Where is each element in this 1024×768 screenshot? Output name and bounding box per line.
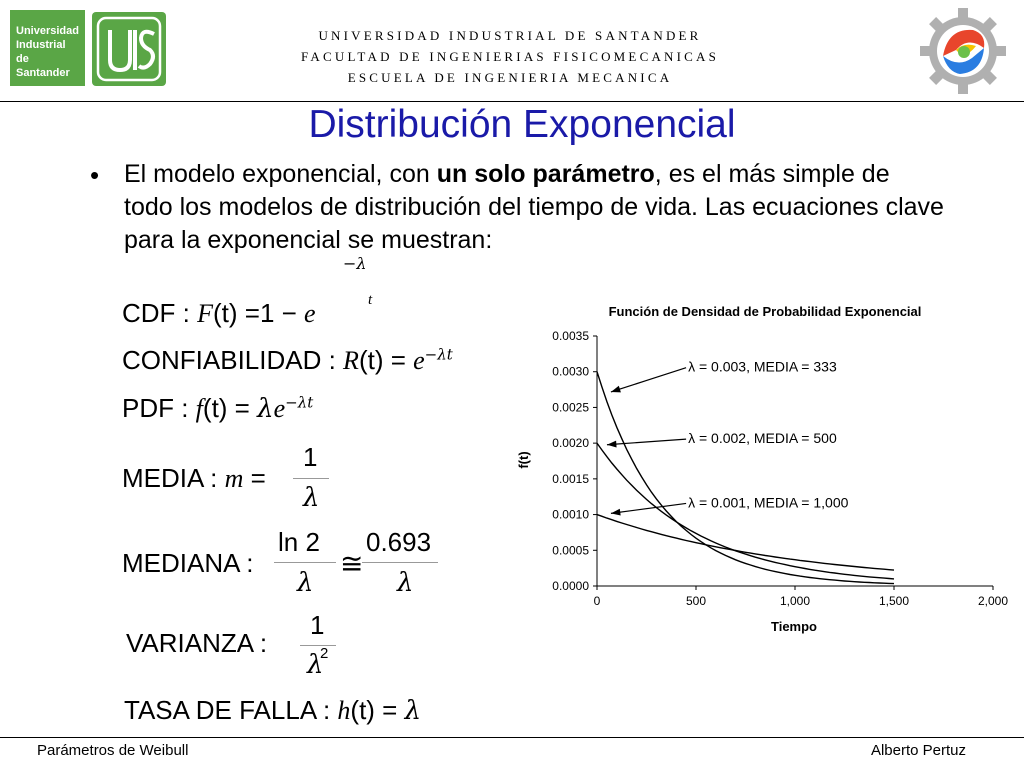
logo-line-1: Universidad bbox=[16, 25, 79, 37]
logo-line-3: Santander bbox=[16, 67, 70, 79]
mean-numerator: 1 bbox=[303, 442, 318, 472]
pdf-label: PDF : bbox=[122, 393, 196, 423]
hazard-equation: TASA DE FALLA : h(t) = λ bbox=[124, 695, 421, 726]
y-tick-label: 0.0030 bbox=[552, 365, 589, 379]
reliability-eq: = bbox=[383, 345, 414, 375]
reliability-arg: (t) bbox=[358, 345, 384, 375]
mean-denominator: λ bbox=[303, 483, 320, 513]
cdf-label: CDF : bbox=[122, 298, 198, 328]
cdf-rhs: =1 − bbox=[237, 298, 305, 328]
hazard-rhs: λ bbox=[404, 696, 422, 726]
y-tick-label: 0.0035 bbox=[552, 329, 589, 343]
cdf-exponent-top: −λ bbox=[343, 254, 367, 273]
x-tick-label: 500 bbox=[686, 594, 706, 608]
mean-label: MEDIA : bbox=[122, 463, 225, 493]
cdf-func: F bbox=[197, 299, 213, 328]
chart-title: Función de Densidad de Probabilidad Expo… bbox=[609, 304, 922, 319]
annotation-arrow-head-icon bbox=[606, 440, 617, 448]
median-denominator-1: λ bbox=[297, 568, 314, 598]
annotation-label: λ = 0.001, MEDIA = 1,000 bbox=[688, 494, 849, 510]
reliability-label: CONFIABILIDAD : bbox=[122, 345, 344, 375]
exponential-pdf-chart: Función de Densidad de Probabilidad Expo… bbox=[516, 304, 1008, 634]
x-tick-label: 2,000 bbox=[978, 594, 1008, 608]
header-divider bbox=[0, 101, 1024, 102]
variance-fraction-line bbox=[300, 645, 336, 646]
intro-text-bold: un solo parámetro bbox=[436, 160, 655, 188]
bullet-icon: • bbox=[90, 160, 100, 190]
x-tick-label: 1,500 bbox=[879, 594, 909, 608]
pdf-lambda: λ bbox=[257, 394, 274, 424]
y-tick-label: 0.0020 bbox=[552, 436, 589, 450]
pdf-func: f bbox=[195, 394, 203, 423]
footer-right: Alberto Pertuz bbox=[870, 742, 966, 759]
header-line-school: ESCUELA DE INGENIERIA MECANICA bbox=[347, 70, 673, 85]
pdf-arg: (t) bbox=[202, 393, 228, 423]
gear-logo-icon bbox=[918, 6, 1008, 96]
cdf-equation: CDF : F(t) =1 − e bbox=[122, 298, 316, 329]
y-tick-label: 0.0025 bbox=[552, 400, 589, 414]
mean-var: m bbox=[224, 464, 244, 493]
mean-fraction-line bbox=[293, 478, 329, 479]
cdf-arg: (t) bbox=[213, 298, 238, 328]
hazard-arg: (t) bbox=[350, 695, 375, 725]
series-line-1 bbox=[596, 371, 895, 585]
cdf-base: e bbox=[304, 299, 316, 328]
series-line-2 bbox=[596, 442, 895, 580]
pdf-equation: PDF : f(t) = λe−λt bbox=[122, 393, 313, 424]
mean-equation: MEDIA : m = bbox=[122, 463, 266, 494]
x-axis-label: Tiempo bbox=[771, 619, 817, 634]
hazard-label: TASA DE FALLA : bbox=[124, 695, 338, 725]
intro-text-after: , es el más simple de todo los modelos d… bbox=[124, 160, 944, 254]
median-fraction-line-1 bbox=[274, 562, 336, 563]
y-axis-label: f(t) bbox=[516, 451, 531, 468]
intro-paragraph: El modelo exponencial, con un solo parám… bbox=[124, 158, 944, 257]
reliability-equation: CONFIABILIDAD : R(t) = e−λt bbox=[122, 345, 453, 376]
variance-numerator: 1 bbox=[310, 610, 325, 640]
annotation-label: λ = 0.002, MEDIA = 500 bbox=[688, 430, 837, 446]
pdf-base: e bbox=[273, 394, 286, 423]
page-title: Distribución Exponencial bbox=[308, 103, 736, 146]
reliability-exponent: −λt bbox=[424, 345, 453, 364]
annotation-arrow-head-icon bbox=[610, 385, 621, 393]
median-label: MEDIANA : bbox=[122, 548, 254, 578]
y-tick-label: 0.0000 bbox=[552, 579, 589, 593]
variance-denominator-exponent: 2 bbox=[320, 645, 329, 662]
pdf-exponent: −λt bbox=[285, 393, 314, 412]
pdf-eq: = bbox=[227, 393, 258, 423]
logo-line-2: Industrial de bbox=[16, 39, 66, 65]
annotation-label: λ = 0.003, MEDIA = 333 bbox=[688, 359, 837, 375]
reliability-func: R bbox=[343, 346, 359, 375]
median-fraction-line-2 bbox=[362, 562, 438, 563]
annotation-arrow-line bbox=[610, 367, 687, 393]
hazard-func: h bbox=[337, 696, 351, 725]
variance-label: VARIANZA : bbox=[126, 628, 268, 658]
y-tick-label: 0.0015 bbox=[552, 472, 589, 486]
annotation-arrow-line bbox=[610, 502, 687, 514]
hazard-eq: = bbox=[374, 695, 405, 725]
y-tick-label: 0.0005 bbox=[552, 543, 589, 557]
cdf-exponent-bottom: t bbox=[368, 292, 373, 308]
median-numerator-1: ln 2 bbox=[278, 527, 320, 557]
series-line-3 bbox=[596, 513, 895, 571]
intro-text-before: El modelo exponencial, con bbox=[124, 160, 437, 188]
reliability-base: e bbox=[413, 346, 425, 375]
footer-divider bbox=[0, 737, 1024, 738]
uis-logo-icon bbox=[92, 12, 166, 86]
mean-eq: = bbox=[243, 463, 266, 493]
variance-denominator: λ bbox=[307, 650, 324, 680]
header-line-university: UNIVERSIDAD INDUSTRIAL DE SANTANDER bbox=[318, 28, 702, 43]
x-tick-label: 1,000 bbox=[780, 594, 810, 608]
x-tick-label: 0 bbox=[594, 594, 601, 608]
median-numerator-2: 0.693 bbox=[366, 527, 432, 557]
annotation-arrow-line bbox=[606, 438, 687, 446]
y-tick-label: 0.0010 bbox=[552, 508, 589, 522]
university-logo-text: Universidad Industrial de Santander bbox=[10, 10, 85, 86]
median-denominator-2: λ bbox=[397, 568, 414, 598]
median-approx: ≅ bbox=[340, 548, 364, 579]
footer-left: Parámetros de Weibull bbox=[37, 742, 189, 759]
annotation-arrow-head-icon bbox=[610, 508, 621, 516]
header-line-faculty: FACULTAD DE INGENIERIAS FISICOMECANICAS bbox=[300, 49, 720, 64]
